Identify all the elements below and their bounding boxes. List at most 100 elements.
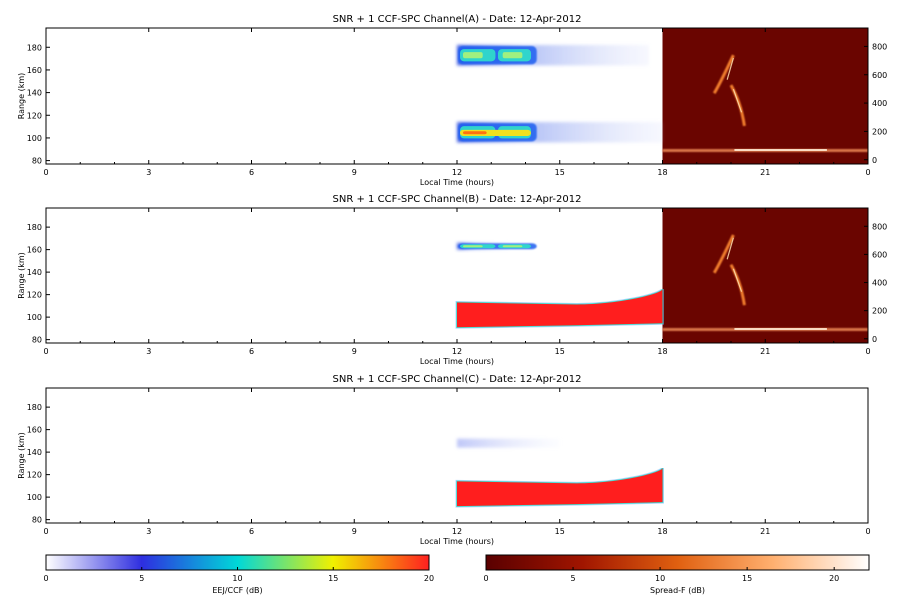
colorbar-tick-label: 5	[139, 574, 144, 583]
right-y-tick-label: 0	[872, 156, 877, 165]
right-y-tick-label: 600	[872, 250, 887, 259]
right-y-tick-label: 200	[872, 307, 887, 316]
x-tick-label: 0	[43, 527, 48, 536]
y-tick-label: 80	[32, 157, 42, 166]
spread-f-trace-core	[734, 328, 827, 330]
y-tick-label: 140	[27, 448, 42, 457]
y-tick-label: 140	[27, 268, 42, 277]
panel-title: SNR + 1 CCF-SPC Channel(B) - Date: 12-Ap…	[333, 194, 582, 205]
colorbar-tick-label: 20	[424, 574, 434, 583]
colorbar-tick-label: 15	[328, 574, 338, 583]
x-tick-label: 3	[146, 527, 151, 536]
right-y-tick-label: 0	[872, 335, 877, 344]
y-tick-label: 140	[27, 89, 42, 98]
x-tick-label: 21	[760, 347, 770, 356]
x-tick-label: 15	[555, 527, 565, 536]
y-tick-label: 120	[27, 471, 42, 480]
y-axis-label: Range (km)	[17, 432, 26, 479]
echo-lower	[457, 122, 663, 143]
echo-lower	[455, 287, 664, 329]
y-tick-label: 180	[27, 223, 42, 232]
x-tick-label: 15	[555, 347, 565, 356]
y-tick-label: 120	[27, 111, 42, 120]
x-tick-label: 0	[865, 527, 870, 536]
y-tick-label: 180	[27, 403, 42, 412]
x-tick-label: 0	[865, 168, 870, 177]
right-y-tick-label: 800	[872, 42, 887, 51]
y-tick-label: 120	[27, 291, 42, 300]
colorbar-label: EEJ/CCF (dB)	[212, 586, 262, 595]
echo-peak	[463, 52, 483, 59]
echo-core	[457, 468, 663, 507]
echo-rim-inner	[456, 467, 664, 507]
right-y-tick-label: 200	[872, 127, 887, 136]
echo-tail	[457, 438, 560, 448]
colorbar-tick-label: 20	[829, 574, 839, 583]
y-tick-label: 100	[27, 313, 42, 322]
x-tick-label: 9	[352, 527, 357, 536]
colorbar-spread-f: 0 5 10 15 20 Spread-F (dB)	[483, 554, 870, 595]
echo-peak	[463, 245, 483, 248]
echo-upper	[457, 438, 560, 448]
colorbar-tick-label: 0	[483, 574, 488, 583]
x-tick-label: 0	[865, 347, 870, 356]
colorbar-gradient	[485, 554, 870, 571]
colorbar-eej: 0 5 10 15 20 EEJ/CCF (dB)	[43, 554, 434, 595]
spread-f-plume	[712, 54, 746, 127]
spread-f-plume-core	[726, 57, 743, 113]
echo-lower	[455, 466, 664, 508]
y-tick-label: 100	[27, 134, 42, 143]
y-tick-label: 160	[27, 246, 42, 255]
spread-f-background	[662, 208, 868, 343]
x-tick-label: 12	[452, 527, 462, 536]
colorbar-tick-label: 10	[232, 574, 242, 583]
colorbar-tick-label: 15	[742, 574, 752, 583]
x-tick-label: 18	[657, 347, 667, 356]
y-tick-label: 100	[27, 493, 42, 502]
x-axis-label: Local Time (hours)	[420, 357, 494, 366]
x-tick-label: 21	[760, 527, 770, 536]
y-tick-label: 160	[27, 66, 42, 75]
spread-f-trace-core	[734, 149, 827, 151]
panel-title: SNR + 1 CCF-SPC Channel(A) - Date: 12-Ap…	[333, 14, 582, 25]
colorbar-tick-label: 5	[570, 574, 575, 583]
spread-f-plume-core	[726, 237, 743, 292]
echo-core	[457, 289, 663, 328]
x-tick-label: 3	[146, 168, 151, 177]
echo-peak-hot	[463, 131, 487, 135]
echo-peak-b	[502, 52, 523, 59]
y-axis-label: Range (km)	[17, 73, 26, 120]
panel-title: SNR + 1 CCF-SPC Channel(C) - Date: 12-Ap…	[332, 374, 581, 385]
colorbar-tick-label: 10	[655, 574, 665, 583]
spread-f-background	[662, 28, 868, 164]
x-tick-label: 6	[249, 168, 254, 177]
panel-a: 0 3 6 9 12 15 18 21 0801001201401601800200400600…	[17, 14, 887, 187]
y-tick-label: 80	[32, 336, 42, 345]
y-tick-label: 80	[32, 516, 42, 525]
x-tick-label: 6	[249, 527, 254, 536]
x-tick-label: 21	[760, 168, 770, 177]
x-tick-label: 12	[452, 347, 462, 356]
echo-upper	[457, 242, 537, 250]
plot-area	[457, 28, 868, 164]
plot-area	[455, 208, 868, 343]
echo-rim-inner	[456, 288, 664, 329]
plot-area	[455, 438, 664, 508]
right-y-tick-label: 800	[872, 222, 887, 231]
x-tick-label: 18	[657, 527, 667, 536]
right-y-tick-label: 400	[872, 99, 887, 108]
y-axis-label: Range (km)	[17, 252, 26, 299]
x-tick-label: 3	[146, 347, 151, 356]
y-tick-label: 160	[27, 426, 42, 435]
echo-upper	[457, 45, 649, 66]
x-axis-label: Local Time (hours)	[420, 178, 494, 187]
right-y-tick-label: 600	[872, 71, 887, 80]
colorbar-label: Spread-F (dB)	[650, 586, 705, 595]
x-tick-label: 9	[352, 347, 357, 356]
x-tick-label: 12	[452, 168, 462, 177]
x-axis-label: Local Time (hours)	[420, 537, 494, 546]
y-tick-label: 180	[27, 43, 42, 52]
x-tick-label: 0	[43, 347, 48, 356]
